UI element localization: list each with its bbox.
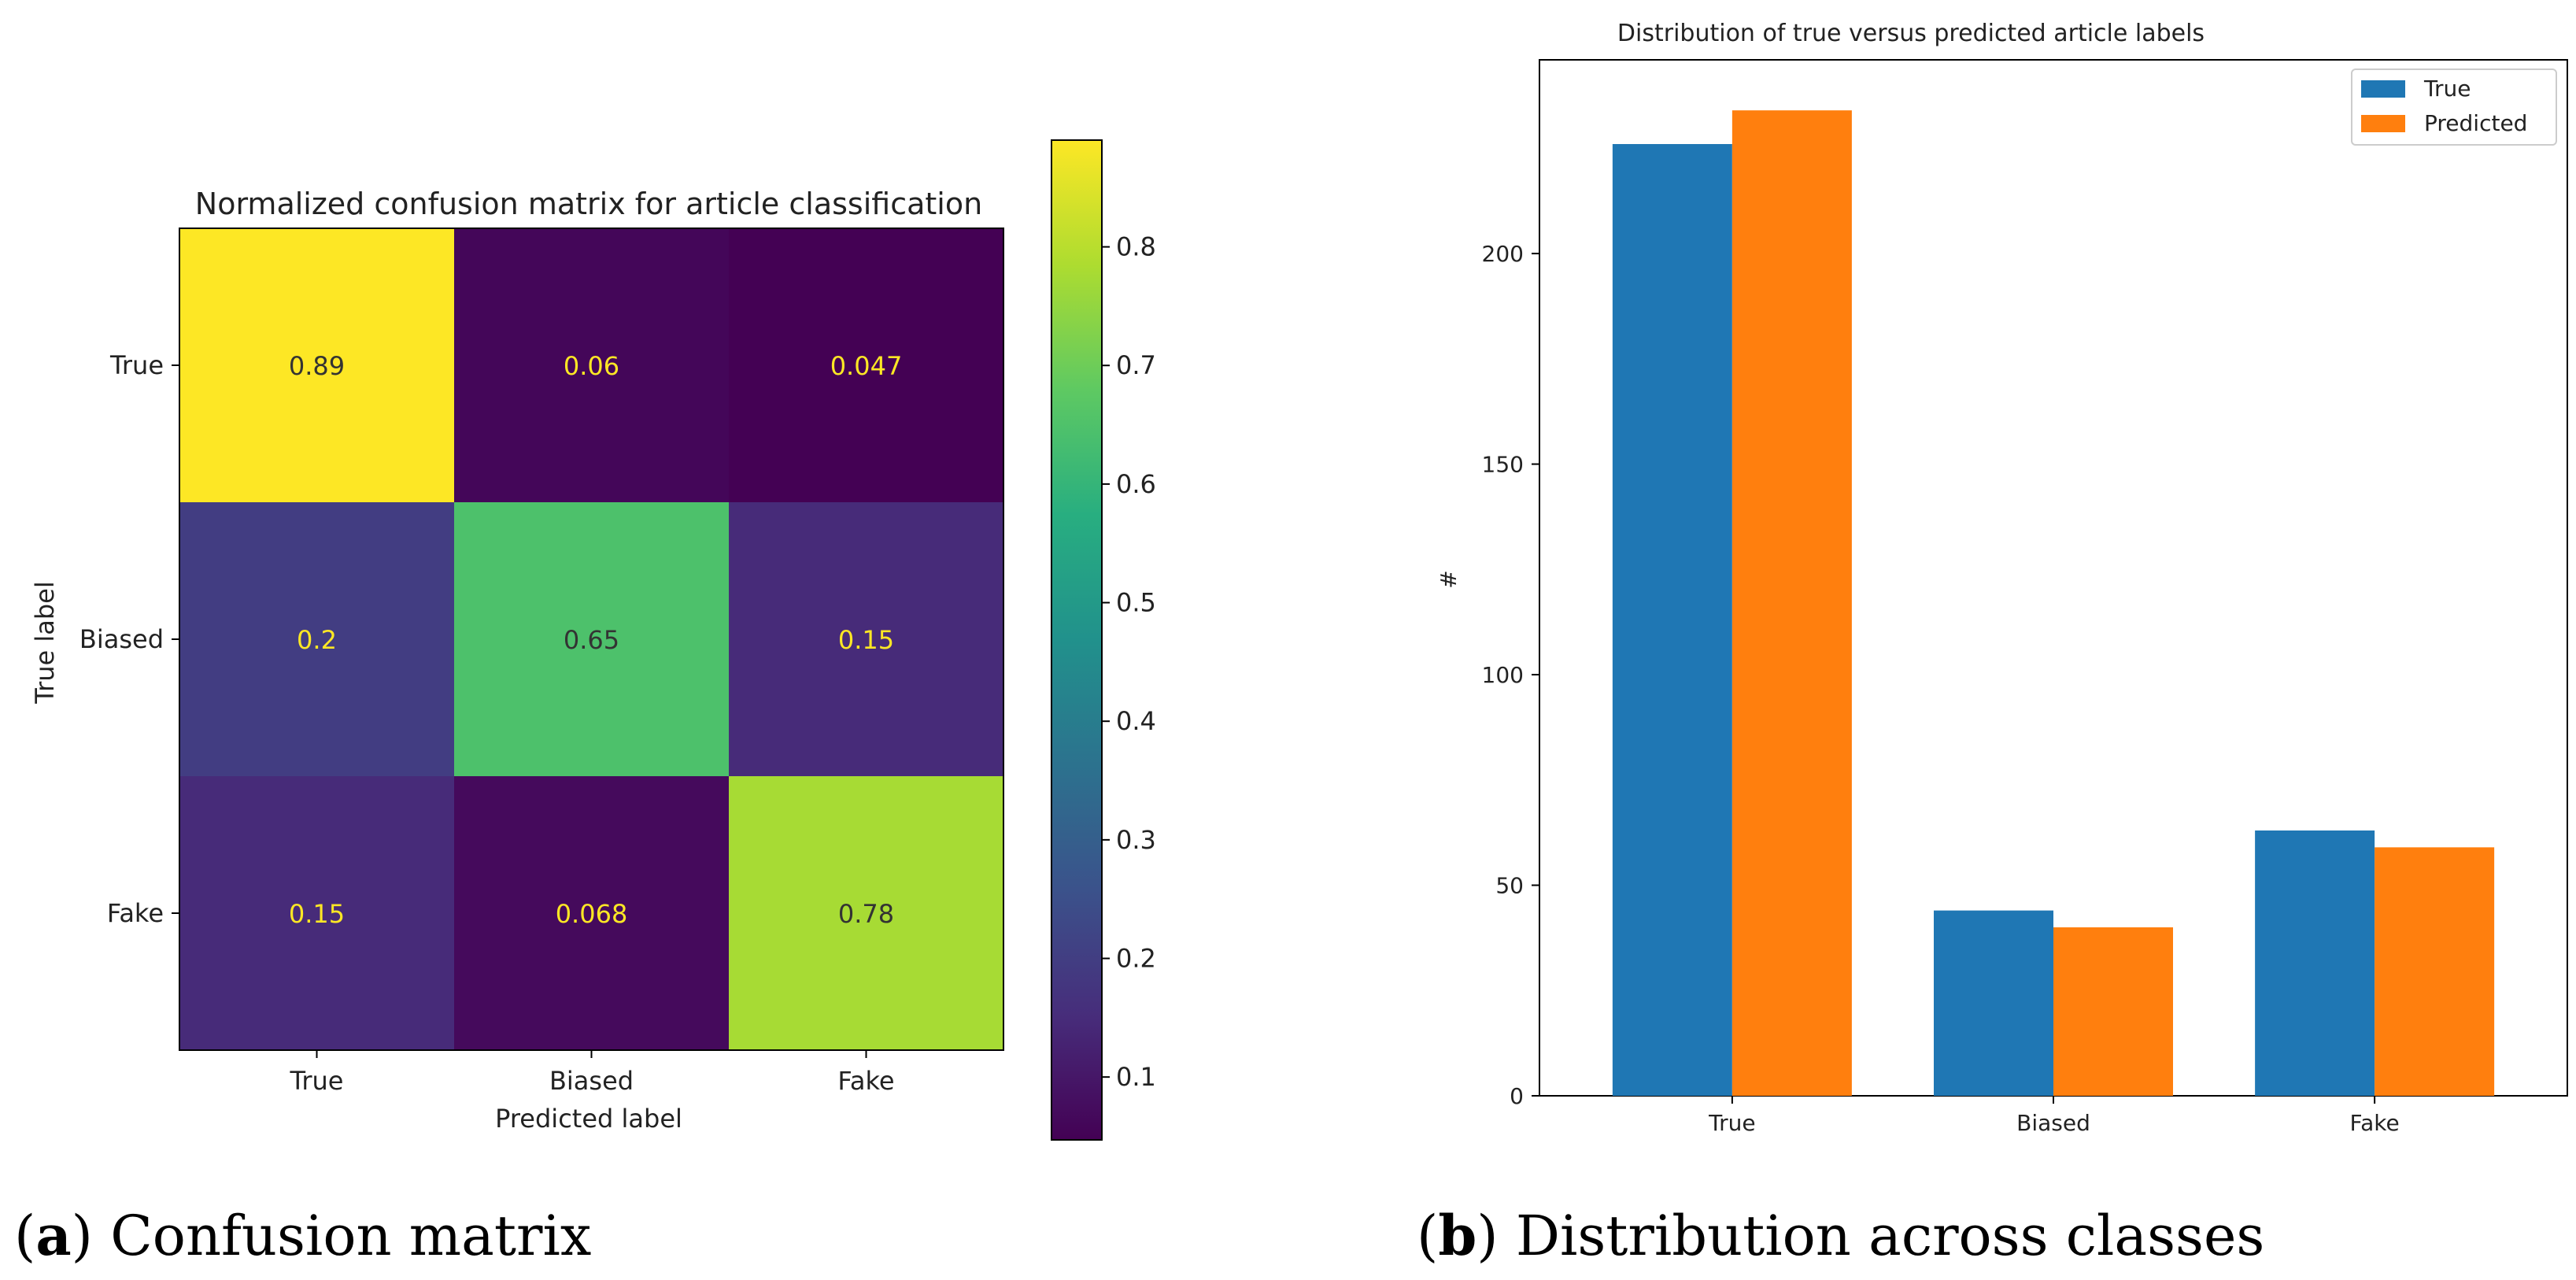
colorbar-tick-label-3: 0.4 xyxy=(1116,706,1156,736)
colorbar-tick-label-5: 0.6 xyxy=(1116,469,1156,499)
cm-cell-2-2 xyxy=(729,776,1003,1050)
bar-xtick-label-0: True xyxy=(1708,1110,1755,1136)
bar-true-true xyxy=(1612,143,1732,1097)
cm-ytick-label-1: Biased xyxy=(79,624,164,654)
caption-b-letter: b xyxy=(1438,1203,1476,1268)
cm-cell-label-0-0: 0.89 xyxy=(289,351,345,381)
cm-ytick-label-2: Fake xyxy=(107,898,164,928)
bar-chart-axes: True Biased Fake 0 50 100 150 200 xyxy=(1482,241,2400,1136)
bar-true-biased xyxy=(1934,910,2053,1096)
bar-xtick-label-2: Fake xyxy=(2350,1110,2400,1136)
cm-cell-label-1-1: 0.65 xyxy=(564,625,619,655)
confusion-matrix-cells: 0.89 0.06 0.047 0.2 0.65 0.15 0.15 0.068 0.78 xyxy=(179,228,1003,1050)
bar-ytick-label-3: 150 xyxy=(1482,452,1524,478)
bar-chart-ylabel: # xyxy=(1436,570,1462,588)
bar-ytick-label-1: 50 xyxy=(1495,873,1524,899)
bar-ytick-label-4: 200 xyxy=(1482,241,1524,267)
bar-xtick-label-1: Biased xyxy=(2016,1110,2090,1136)
colorbar-ticks: 0.1 0.2 0.3 0.4 0.5 0.6 0.7 0.8 xyxy=(1102,232,1156,1092)
cm-xtick-label-2: Fake xyxy=(837,1066,894,1096)
cm-cell-1-2 xyxy=(729,502,1003,776)
colorbar-tick-label-2: 0.3 xyxy=(1116,825,1156,855)
legend-label-true: True xyxy=(2423,76,2471,102)
bar-predicted-true xyxy=(1732,110,1852,1097)
bar-predicted-fake xyxy=(2375,847,2495,1096)
caption-a-text: Confusion matrix xyxy=(110,1204,591,1268)
confusion-matrix-ylabel: True label xyxy=(30,581,60,705)
cm-cell-0-2 xyxy=(729,228,1003,502)
cm-cell-label-1-0: 0.2 xyxy=(297,625,337,655)
colorbar-tick-label-1: 0.2 xyxy=(1116,944,1156,974)
cm-cell-label-2-2: 0.78 xyxy=(838,899,894,929)
confusion-matrix-xlabel: Predicted label xyxy=(495,1104,682,1134)
cm-cell-label-0-2: 0.047 xyxy=(830,351,903,381)
bar-true-fake xyxy=(2255,830,2375,1096)
cm-cell-2-0 xyxy=(179,776,454,1050)
caption-b-text: Distribution across classes xyxy=(1516,1204,2264,1268)
legend-swatch-true xyxy=(2361,80,2405,98)
bar-predicted-biased xyxy=(2053,927,2173,1096)
colorbar-tick-label-6: 0.7 xyxy=(1116,350,1156,380)
colorbar-gradient xyxy=(1051,139,1103,1141)
cm-cell-1-1 xyxy=(454,502,729,776)
colorbar-tick-label-0: 0.1 xyxy=(1116,1062,1156,1092)
legend-label-predicted: Predicted xyxy=(2424,110,2527,136)
bar-chart-title: Distribution of true versus predicted ar… xyxy=(1617,20,2205,47)
confusion-matrix-axes: True Biased Fake True Biased Fake xyxy=(79,228,1004,1096)
colorbar: 0.1 0.2 0.3 0.4 0.5 0.6 0.7 0.8 xyxy=(1051,139,1156,1141)
colorbar-tick-label-7: 0.8 xyxy=(1116,232,1156,262)
cm-cell-2-1 xyxy=(454,776,729,1050)
bar-chart-bars xyxy=(1612,110,2495,1097)
cm-cell-0-1 xyxy=(454,228,729,502)
cm-cell-label-1-2: 0.15 xyxy=(838,625,894,655)
cm-cell-0-0 xyxy=(179,228,454,502)
confusion-matrix-panel: Normalized confusion matrix for article … xyxy=(14,139,1156,1268)
bar-ytick-label-0: 0 xyxy=(1510,1083,1524,1109)
cm-cell-label-2-1: 0.068 xyxy=(556,899,628,929)
cm-cell-label-0-1: 0.06 xyxy=(564,351,619,381)
confusion-matrix-title: Normalized confusion matrix for article … xyxy=(195,187,982,221)
cm-ytick-label-0: True xyxy=(109,350,164,380)
caption-b: (b) Distribution across classes xyxy=(1417,1203,2264,1268)
cm-xtick-label-0: True xyxy=(290,1066,344,1096)
legend: True Predicted xyxy=(2351,68,2557,146)
cm-xtick-label-1: Biased xyxy=(549,1066,634,1096)
caption-a: (a) Confusion matrix xyxy=(14,1203,591,1268)
cm-cell-label-2-0: 0.15 xyxy=(289,899,345,929)
caption-a-letter: a xyxy=(35,1203,71,1268)
bar-ytick-label-2: 100 xyxy=(1482,662,1524,688)
colorbar-tick-label-4: 0.5 xyxy=(1116,588,1156,618)
bar-chart-panel: Distribution of true versus predicted ar… xyxy=(1417,20,2568,1268)
cm-cell-1-0 xyxy=(179,502,454,776)
legend-swatch-predicted xyxy=(2361,115,2405,132)
